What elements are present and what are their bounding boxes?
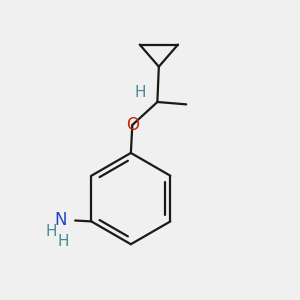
Text: H: H [57,234,68,249]
Text: N: N [54,211,67,229]
Text: H: H [45,224,57,238]
Text: H: H [134,85,146,100]
Text: O: O [126,116,139,134]
